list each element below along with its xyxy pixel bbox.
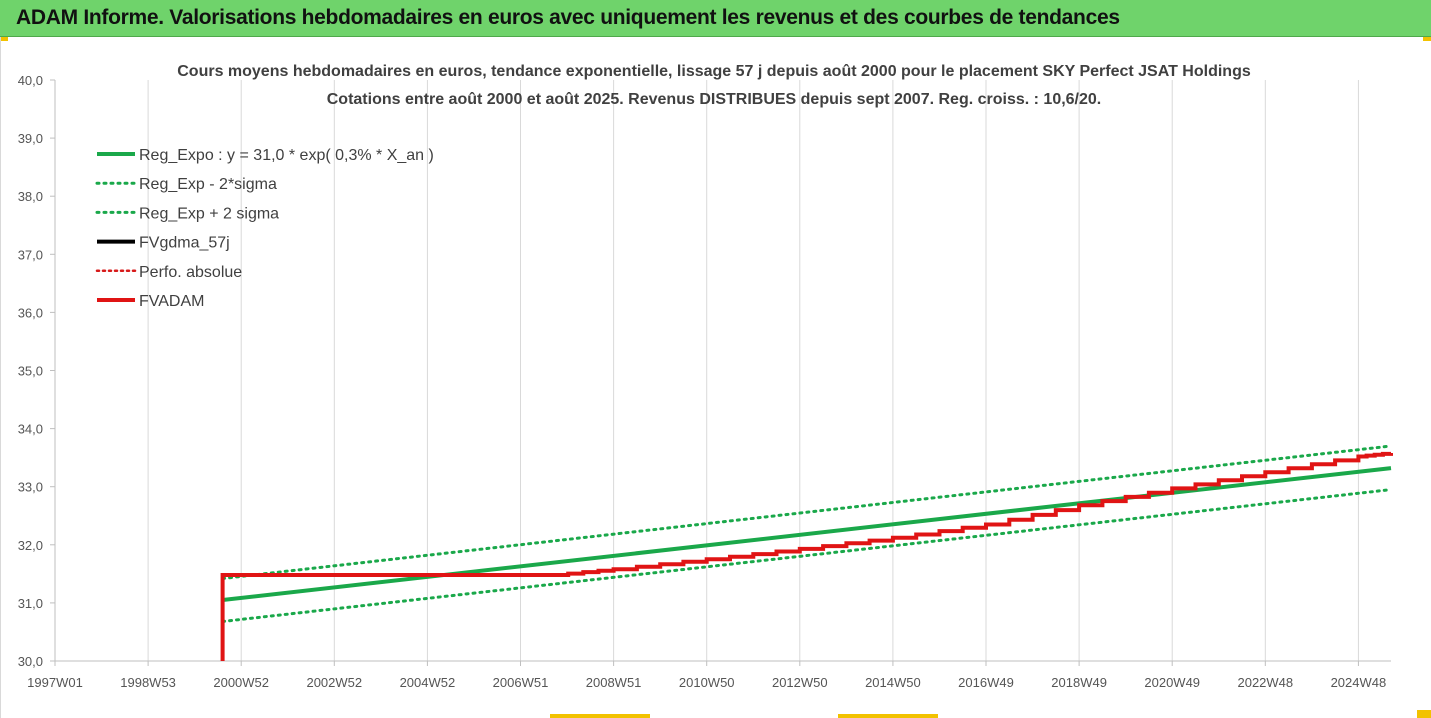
x-tick-label: 2002W52 xyxy=(306,675,362,690)
y-tick-label: 38,0 xyxy=(18,189,43,204)
corner-accent-bottom-right xyxy=(838,714,938,718)
x-tick-label: 2012W50 xyxy=(772,675,828,690)
y-tick-label: 34,0 xyxy=(18,422,43,437)
x-tick-label: 2018W49 xyxy=(1051,675,1107,690)
y-tick-label: 33,0 xyxy=(18,480,43,495)
legend-label: Perfo. absolue xyxy=(139,264,242,281)
y-tick-label: 35,0 xyxy=(18,364,43,379)
y-tick-label: 31,0 xyxy=(18,596,43,611)
x-tick-label: 2000W52 xyxy=(213,675,269,690)
header-banner: ADAM Informe. Valorisations hebdomadaire… xyxy=(0,0,1431,37)
y-tick-label: 39,0 xyxy=(18,131,43,146)
legend-label: Reg_Exp - 2*sigma xyxy=(139,176,277,193)
corner-accent-bottom-left xyxy=(550,714,650,718)
x-tick-label: 2016W49 xyxy=(958,675,1014,690)
corner-accent-bottom-edge xyxy=(1417,710,1431,718)
report-title: ADAM Informe. Valorisations hebdomadaire… xyxy=(16,6,1120,29)
x-tick-label: 2010W50 xyxy=(679,675,735,690)
x-tick-label: 2008W51 xyxy=(586,675,642,690)
x-tick-label: 1998W53 xyxy=(120,675,176,690)
legend-label: Reg_Expo : y = 31,0 * exp( 0,3% * X_an ) xyxy=(139,147,434,164)
y-tick-label: 32,0 xyxy=(18,538,43,553)
series-line-1 xyxy=(221,488,1393,623)
x-tick-label: 1997W01 xyxy=(27,675,83,690)
series-line-0 xyxy=(222,466,1392,602)
legend-label: Reg_Exp + 2 sigma xyxy=(139,205,279,222)
series-line-5 xyxy=(220,451,1393,661)
axis-layer: 1997W01 1998W53 2000W52 2002W52 2004W52 2006W… xyxy=(18,73,1391,690)
chart-svg: 1997W01 1998W53 2000W52 2002W52 2004W52 2006W… xyxy=(18,63,1393,690)
x-tick-label: 2024W48 xyxy=(1331,675,1387,690)
x-tick-label: 2022W48 xyxy=(1237,675,1293,690)
legend-label: FVADAM xyxy=(139,293,204,310)
x-tick-label: 2004W52 xyxy=(400,675,456,690)
y-tick-label: 37,0 xyxy=(18,247,43,262)
chart-title: Cours moyens hebdomadaires en euros, ten… xyxy=(177,63,1251,80)
series-layer xyxy=(220,444,1393,661)
corner-accent-right xyxy=(1423,37,1431,41)
y-tick-label: 36,0 xyxy=(18,305,43,320)
legend: Reg_Expo : y = 31,0 * exp( 0,3% * X_an )… xyxy=(95,147,434,310)
series-line-2 xyxy=(221,444,1393,580)
legend-label: FVgdma_57j xyxy=(139,235,230,252)
x-tick-label: 2020W49 xyxy=(1144,675,1200,690)
y-tick-label: 40,0 xyxy=(18,73,43,88)
y-tick-label: 30,0 xyxy=(18,654,43,669)
corner-accent-left xyxy=(0,37,8,41)
x-tick-label: 2014W50 xyxy=(865,675,921,690)
chart-frame: 1997W01 1998W53 2000W52 2002W52 2004W52 2006W… xyxy=(0,37,1431,718)
x-tick-label: 2006W51 xyxy=(493,675,549,690)
chart-subtitle: Cotations entre août 2000 et août 2025. … xyxy=(327,91,1102,108)
grid-layer xyxy=(54,80,1359,661)
